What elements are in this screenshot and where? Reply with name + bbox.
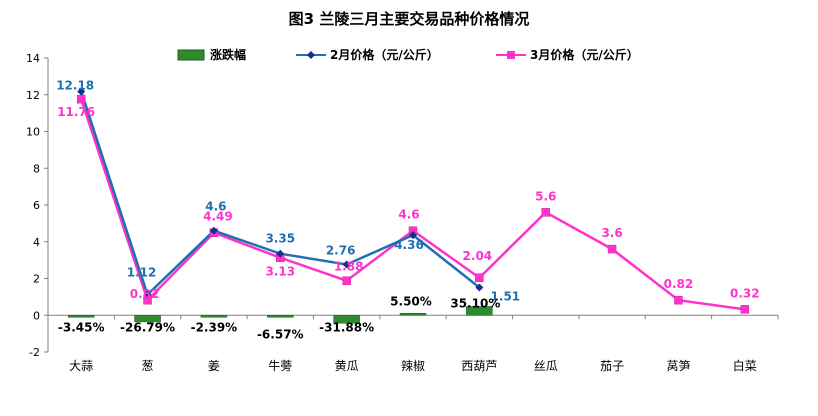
point-feb <box>276 249 285 258</box>
point-feb <box>342 260 351 269</box>
bar <box>134 315 161 323</box>
data-label-mar: 3.13 <box>265 265 295 279</box>
bar <box>267 315 294 318</box>
legend-swatch-change <box>177 49 205 61</box>
data-label-change: 5.50% <box>390 294 432 308</box>
legend-label-feb: 2月价格（元/公斤） <box>330 47 439 62</box>
point-feb <box>143 290 152 299</box>
point-mar <box>76 94 86 104</box>
legend: 涨跌幅 2月价格（元/公斤） 3月价格（元/公斤） <box>177 47 639 62</box>
bar <box>67 315 95 318</box>
y-tick-label: 2 <box>33 273 40 286</box>
point-feb <box>409 231 417 240</box>
x-tick-label: 茄子 <box>600 359 624 373</box>
legend-marker-feb <box>307 51 315 59</box>
data-label-feb: 3.35 <box>265 232 295 246</box>
data-label-change: -3.45% <box>58 320 105 334</box>
data-label-feb: 2.76 <box>326 244 356 258</box>
x-tick-label: 葱 <box>142 359 154 373</box>
data-label-mar: 2.04 <box>463 249 493 263</box>
data-label-change: -6.57% <box>257 327 304 341</box>
data-label-change: -31.88% <box>319 320 374 334</box>
data-label-feb: 1.12 <box>127 266 157 280</box>
bar <box>333 315 360 324</box>
data-label-mar: 1.88 <box>334 260 364 274</box>
x-tick-label: 莴笋 <box>666 358 690 373</box>
bar-series-change <box>67 306 493 324</box>
x-tick-label: 白菜 <box>733 358 757 373</box>
chart-title: 图3 兰陵三月主要交易品种价格情况 <box>289 10 530 28</box>
data-label-feb: 12.18 <box>56 78 94 92</box>
point-mar <box>342 276 351 285</box>
line-series <box>76 87 750 314</box>
data-label-feb: 1.51 <box>491 290 521 304</box>
data-label-change: -26.79% <box>120 320 175 334</box>
x-tick-label: 辣椒 <box>401 359 425 373</box>
data-label-mar: 4.6 <box>398 208 419 222</box>
legend-marker-mar <box>507 51 515 59</box>
data-label-mar: 0.82 <box>664 277 694 291</box>
y-tick-label: -2 <box>29 346 40 359</box>
x-tick-label: 西葫芦 <box>461 359 497 373</box>
y-tick-label: 10 <box>26 126 40 139</box>
legend-label-mar: 3月价格（元/公斤） <box>530 47 639 62</box>
point-mar <box>475 273 484 283</box>
x-tick-label: 姜 <box>208 359 220 373</box>
point-mar <box>740 305 750 314</box>
point-mar <box>541 208 550 217</box>
data-label-mar: 11.76 <box>57 105 95 119</box>
y-tick-label: 4 <box>33 236 40 249</box>
data-labels: 12.18 1.12 4.6 3.35 2.76 4.36 1.51 11.76 0.82 4.4… <box>56 78 759 341</box>
bar <box>466 306 493 316</box>
x-tick-label: 牛蒡 <box>268 358 292 373</box>
data-label-mar: 4.49 <box>203 210 233 224</box>
point-feb <box>77 87 86 96</box>
series-line-mar <box>80 98 745 311</box>
x-tick-label: 丝瓜 <box>534 359 558 373</box>
y-tick-label: 0 <box>33 309 40 322</box>
data-label-change: -2.39% <box>191 320 238 334</box>
point-mar <box>674 295 683 305</box>
data-label-feb: 4.6 <box>205 200 226 214</box>
data-label-mar: 0.32 <box>730 286 760 300</box>
point-feb <box>475 283 484 292</box>
point-feb <box>209 226 218 235</box>
bar <box>399 313 427 316</box>
legend-label-change: 涨跌幅 <box>210 47 246 62</box>
y-tick-label: 8 <box>33 162 40 175</box>
point-mar <box>607 244 617 254</box>
bar <box>200 315 228 318</box>
x-tick-label: 黄瓜 <box>335 359 359 373</box>
data-label-change: 35.10% <box>450 296 500 310</box>
y-tick-label: 6 <box>33 199 40 212</box>
y-tick-label: 14 <box>26 52 40 65</box>
x-tick-label: 大蒜 <box>69 359 93 373</box>
y-tick-label: 12 <box>26 89 40 102</box>
data-label-mar: 0.82 <box>130 287 160 301</box>
data-label-mar: 3.6 <box>601 226 622 240</box>
data-label-mar: 5.6 <box>535 189 556 203</box>
data-label-feb: 4.36 <box>394 238 424 252</box>
y-axis: -2 0 2 4 6 8 10 12 14 <box>26 52 49 359</box>
